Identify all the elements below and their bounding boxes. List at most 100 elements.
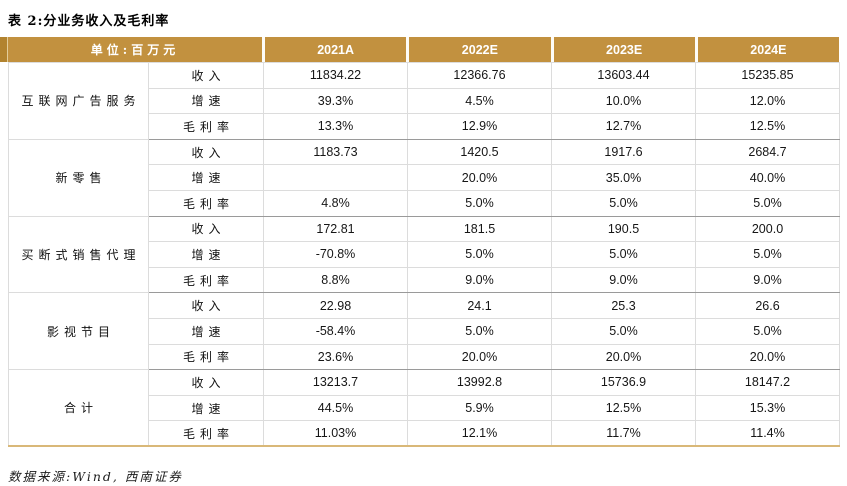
- value-cell: 172.81: [263, 215, 408, 243]
- value-cell: 190.5: [551, 215, 696, 243]
- group-name-cell: 新零售: [8, 138, 149, 217]
- header-corner-strip: [0, 37, 8, 62]
- value-cell: 5.0%: [695, 189, 840, 217]
- value-cell: -58.4%: [263, 317, 408, 345]
- metric-label-cell: 增速: [148, 87, 264, 115]
- value-cell: 20.0%: [551, 343, 696, 371]
- value-cell: 20.0%: [407, 164, 552, 191]
- group-name-cell: 买断式销售代理: [8, 215, 149, 294]
- value-cell: 15235.85: [695, 62, 840, 89]
- value-cell: 200.0: [695, 215, 840, 243]
- metric-label-cell: 收入: [148, 62, 264, 89]
- table-row: 毛利率 4.8% 5.0% 5.0% 5.0%: [9, 189, 840, 217]
- value-cell: 4.8%: [263, 189, 408, 217]
- metric-label-cell: 毛利率: [148, 189, 264, 217]
- value-cell: 12.7%: [551, 113, 696, 140]
- value-cell: 9.0%: [551, 266, 696, 294]
- group-name-cell: 合计: [8, 369, 149, 447]
- value-cell: 26.6: [695, 292, 840, 319]
- value-cell: 9.0%: [695, 266, 840, 294]
- table-row: 增速 -58.4% 5.0% 5.0% 5.0%: [9, 317, 840, 345]
- value-cell: 12.1%: [407, 420, 552, 447]
- group-name-cell: 互联网广告服务: [8, 62, 149, 140]
- year-header-2021A: 2021A: [262, 37, 407, 62]
- table-row: 合计 收入 13213.7 13992.8 15736.9 18147.2: [8, 369, 840, 447]
- value-cell: 15736.9: [551, 369, 696, 396]
- value-cell: 13992.8: [407, 369, 552, 396]
- value-cell: 25.3: [551, 292, 696, 319]
- value-cell: 4.5%: [407, 87, 552, 115]
- value-cell: 5.0%: [695, 241, 840, 268]
- value-cell: 12.5%: [551, 394, 696, 422]
- value-cell: 11834.22: [263, 62, 408, 89]
- value-cell: 9.0%: [407, 266, 552, 294]
- value-cell: 44.5%: [263, 394, 408, 422]
- table-row: 增速 -70.8% 5.0% 5.0% 5.0%: [9, 241, 840, 268]
- value-cell: 5.0%: [407, 189, 552, 217]
- value-cell: 5.0%: [695, 317, 840, 345]
- value-cell: 13603.44: [551, 62, 696, 89]
- value-cell: 24.1: [407, 292, 552, 319]
- value-cell: 8.8%: [263, 266, 408, 294]
- metric-label-cell: 毛利率: [148, 420, 264, 447]
- value-cell: [263, 164, 408, 191]
- year-header-2024E: 2024E: [694, 37, 839, 62]
- value-cell: 39.3%: [263, 87, 408, 115]
- metric-label-cell: 收入: [148, 215, 264, 243]
- table-row: 影视节目 收入 22.98 24.1 25.3 26.6: [8, 292, 840, 371]
- table-row: 新零售 收入 1183.73 1420.5 1917.6 2684.7: [8, 138, 840, 217]
- table-row: 互联网广告服务 收入 11834.22 12366.76 13603.44 15…: [8, 62, 840, 140]
- value-cell: 20.0%: [695, 343, 840, 371]
- table-row: 增速 44.5% 5.9% 12.5% 15.3%: [9, 394, 840, 422]
- value-cell: 1917.6: [551, 138, 696, 166]
- value-cell: -70.8%: [263, 241, 408, 268]
- value-cell: 2684.7: [695, 138, 840, 166]
- group-name-cell: 影视节目: [8, 292, 149, 371]
- metric-label-cell: 增速: [148, 317, 264, 345]
- value-cell: 12.0%: [695, 87, 840, 115]
- metric-label-cell: 收入: [148, 369, 264, 396]
- metric-label-cell: 毛利率: [148, 343, 264, 371]
- value-cell: 1183.73: [263, 138, 408, 166]
- year-header-2022E: 2022E: [406, 37, 551, 62]
- data-table: 互联网广告服务 收入 11834.22 12366.76 13603.44 15…: [8, 62, 840, 448]
- metric-label-cell: 收入: [148, 292, 264, 319]
- value-cell: 5.9%: [407, 394, 552, 422]
- value-cell: 12366.76: [407, 62, 552, 89]
- value-cell: 20.0%: [407, 343, 552, 371]
- table-row: 毛利率 11.03% 12.1% 11.7% 11.4%: [9, 420, 840, 447]
- value-cell: 10.0%: [551, 87, 696, 115]
- value-cell: 12.9%: [407, 113, 552, 140]
- table-header-row: 单位:百万元 2021A 2022E 2023E 2024E: [0, 37, 839, 62]
- metric-label-cell: 增速: [148, 394, 264, 422]
- value-cell: 11.03%: [263, 420, 408, 447]
- value-cell: 11.4%: [695, 420, 840, 447]
- table-row: 毛利率 8.8% 9.0% 9.0% 9.0%: [9, 266, 840, 294]
- value-cell: 40.0%: [695, 164, 840, 191]
- value-cell: 5.0%: [551, 189, 696, 217]
- value-cell: 11.7%: [551, 420, 696, 447]
- year-header-2023E: 2023E: [550, 37, 695, 62]
- value-cell: 5.0%: [551, 241, 696, 268]
- metric-label-cell: 毛利率: [148, 113, 264, 140]
- table-row: 毛利率 23.6% 20.0% 20.0% 20.0%: [9, 343, 840, 371]
- metric-label-cell: 收入: [148, 138, 264, 166]
- value-cell: 181.5: [407, 215, 552, 243]
- value-cell: 13213.7: [263, 369, 408, 396]
- value-cell: 5.0%: [407, 241, 552, 268]
- value-cell: 5.0%: [551, 317, 696, 345]
- value-cell: 23.6%: [263, 343, 408, 371]
- source-note: 数据来源:Wind, 西南证券: [8, 469, 183, 484]
- metric-label-cell: 增速: [148, 241, 264, 268]
- unit-header-cell: 单位:百万元: [8, 37, 262, 62]
- value-cell: 1420.5: [407, 138, 552, 166]
- table-row: 买断式销售代理 收入 172.81 181.5 190.5 200.0: [8, 215, 840, 294]
- value-cell: 15.3%: [695, 394, 840, 422]
- table-title: 表 2:分业务收入及毛利率: [8, 14, 170, 29]
- value-cell: 22.98: [263, 292, 408, 319]
- metric-label-cell: 增速: [148, 164, 264, 191]
- value-cell: 18147.2: [695, 369, 840, 396]
- metric-label-cell: 毛利率: [148, 266, 264, 294]
- value-cell: 12.5%: [695, 113, 840, 140]
